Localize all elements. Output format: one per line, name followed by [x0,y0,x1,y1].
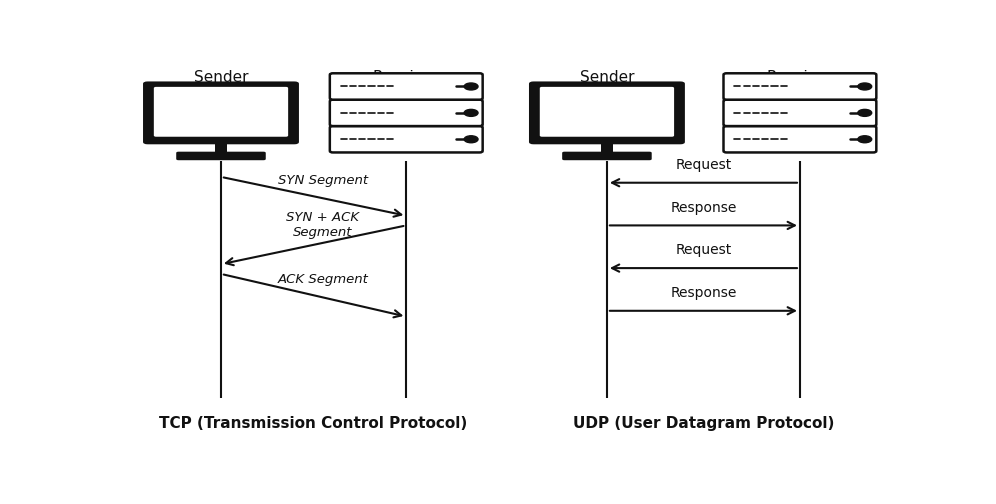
Text: Receiver: Receiver [767,70,834,85]
Bar [215,142,227,153]
FancyBboxPatch shape [529,82,685,144]
Circle shape [858,136,872,143]
Text: TCP (Transmission Control Protocol): TCP (Transmission Control Protocol) [159,416,468,431]
FancyBboxPatch shape [176,152,266,160]
Text: SYN + ACK
Segment: SYN + ACK Segment [286,211,360,239]
FancyBboxPatch shape [153,87,288,137]
Text: UDP (User Datagram Protocol): UDP (User Datagram Protocol) [573,416,834,431]
Text: Sender: Sender [580,70,634,85]
Circle shape [858,83,872,90]
Text: Receiver: Receiver [373,70,439,85]
FancyBboxPatch shape [723,100,876,126]
Text: SYN Segment: SYN Segment [278,173,368,186]
Bar [601,142,614,153]
FancyBboxPatch shape [330,100,483,126]
Text: Response: Response [670,286,737,300]
FancyBboxPatch shape [562,152,651,160]
Text: ACK Segment: ACK Segment [278,273,369,286]
FancyBboxPatch shape [723,126,876,152]
Text: Sender: Sender [194,70,248,85]
FancyBboxPatch shape [143,82,299,144]
Circle shape [464,83,478,90]
FancyBboxPatch shape [330,73,483,100]
FancyBboxPatch shape [723,73,876,100]
Text: Request: Request [675,158,731,172]
Text: Request: Request [675,243,731,257]
Circle shape [858,109,872,116]
Circle shape [464,109,478,116]
FancyBboxPatch shape [330,126,483,152]
Circle shape [464,136,478,143]
Text: Response: Response [670,201,737,215]
FancyBboxPatch shape [540,87,674,137]
